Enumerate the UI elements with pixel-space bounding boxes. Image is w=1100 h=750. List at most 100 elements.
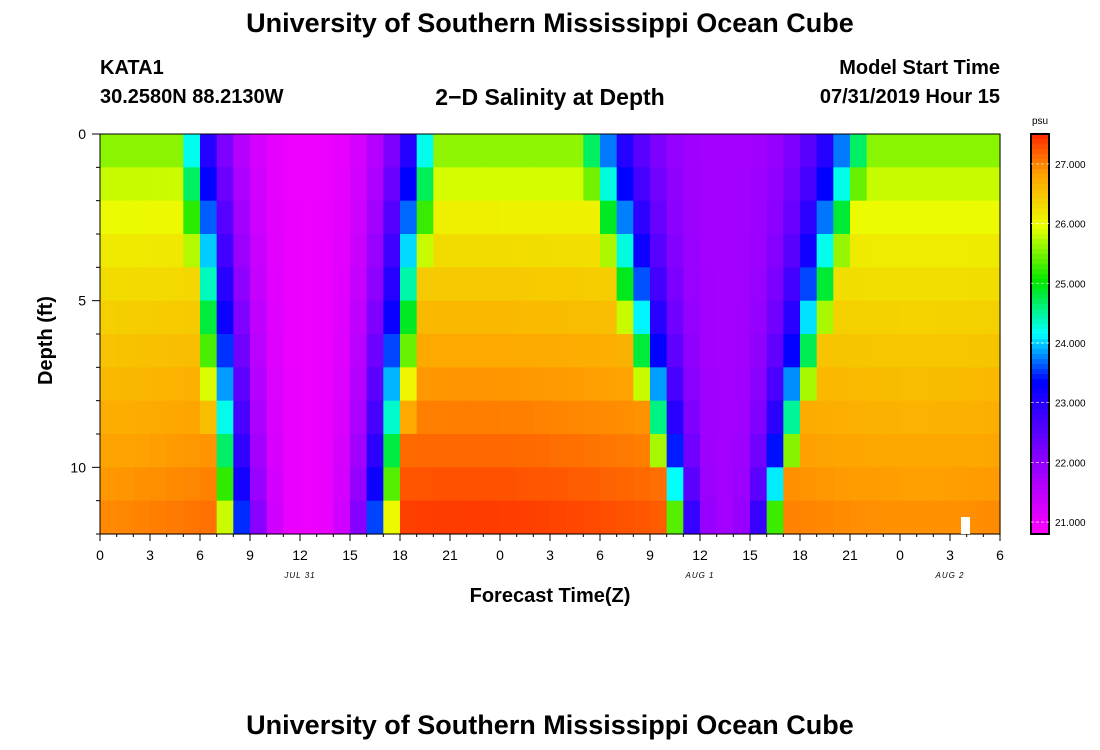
heatmap-cell: [516, 134, 534, 168]
colorbar-segment: [1031, 234, 1049, 240]
heatmap-cell: [116, 334, 134, 368]
heatmap-cell: [200, 267, 218, 302]
heatmap-cell: [900, 467, 918, 502]
heatmap-cell: [700, 467, 718, 502]
heatmap-cell: [816, 334, 834, 368]
heatmap-cell: [600, 434, 618, 468]
heatmap-cell: [933, 134, 951, 168]
heatmap-cell: [766, 134, 784, 168]
colorbar-segment: [1031, 169, 1049, 175]
heatmap-cell: [450, 134, 468, 168]
heatmap-cell: [433, 400, 451, 435]
heatmap-cell: [616, 500, 634, 535]
heatmap-cell: [516, 467, 534, 502]
heatmap-cell: [683, 234, 701, 268]
colorbar-segment: [1031, 494, 1049, 500]
heatmap-cell: [900, 434, 918, 468]
heatmap-cell: [866, 267, 884, 302]
heatmap-cell: [400, 300, 418, 335]
x-tick-label: 3: [146, 547, 154, 563]
colorbar-segment: [1031, 209, 1049, 215]
heatmap-cell: [716, 267, 734, 302]
colorbar-segment: [1031, 284, 1049, 290]
heatmap-cell: [683, 267, 701, 302]
colorbar-segment: [1031, 264, 1049, 270]
heatmap-cell: [233, 267, 251, 302]
colorbar-segment: [1031, 389, 1049, 395]
heatmap-cell: [283, 334, 301, 368]
heatmap-cell: [766, 467, 784, 502]
heatmap-cell: [166, 400, 184, 435]
heatmap-cell: [866, 467, 884, 502]
heatmap-cell: [133, 400, 151, 435]
colorbar-segment: [1031, 444, 1049, 450]
heatmap-cell: [750, 267, 768, 302]
heatmap-cell: [533, 167, 551, 202]
heatmap-cell: [633, 200, 651, 235]
heatmap-cell: [933, 167, 951, 202]
heatmap-cell: [750, 334, 768, 368]
heatmap-cell: [666, 267, 684, 302]
colorbar-segment: [1031, 394, 1049, 400]
heatmap-cell: [833, 134, 851, 168]
heatmap-cell: [300, 434, 318, 468]
heatmap-cell: [966, 134, 984, 168]
x-tick-label: 0: [896, 547, 904, 563]
heatmap-cell: [100, 434, 118, 468]
heatmap-cell: [650, 200, 668, 235]
heatmap-cell: [166, 367, 184, 402]
heatmap-cell: [900, 300, 918, 335]
heatmap-cell: [466, 467, 484, 502]
colorbar-segment: [1031, 519, 1049, 525]
heatmap-cell: [850, 434, 868, 468]
heatmap-cell: [483, 267, 501, 302]
x-tick-label: 12: [292, 547, 308, 563]
date-label: AUG 2: [934, 571, 964, 580]
heatmap-cell: [850, 367, 868, 402]
heatmap-cell: [966, 367, 984, 402]
heatmap-cell: [383, 267, 401, 302]
colorbar-segment: [1031, 529, 1049, 535]
heatmap-cell: [916, 334, 934, 368]
heatmap-cell: [416, 467, 434, 502]
colorbar-segment: [1031, 224, 1049, 230]
heatmap-cell: [783, 200, 801, 235]
heatmap-cell: [216, 134, 234, 168]
heatmap-cell: [816, 467, 834, 502]
heatmap-cell: [833, 167, 851, 202]
colorbar-segment: [1031, 339, 1049, 345]
heatmap-cell: [650, 234, 668, 268]
colorbar-segment: [1031, 429, 1049, 435]
colorbar-segment: [1031, 414, 1049, 420]
heatmap-cell: [733, 234, 751, 268]
colorbar-segment: [1031, 374, 1049, 380]
heatmap-cell: [733, 267, 751, 302]
heatmap-cell: [300, 400, 318, 435]
heatmap-cell: [433, 200, 451, 235]
heatmap-cell: [316, 434, 334, 468]
colorbar-segment: [1031, 139, 1049, 145]
heatmap-cell: [383, 434, 401, 468]
heatmap-cell: [100, 234, 118, 268]
heatmap-cell: [216, 300, 234, 335]
heatmap-cell: [816, 400, 834, 435]
colorbar-segment: [1031, 254, 1049, 260]
heatmap-cell: [233, 400, 251, 435]
heatmap-cell: [300, 234, 318, 268]
heatmap-cell: [116, 234, 134, 268]
heatmap-cell: [233, 467, 251, 502]
heatmap-cell: [250, 467, 268, 502]
heatmap-cell: [166, 334, 184, 368]
heatmap-cell: [883, 334, 901, 368]
heatmap-cell: [183, 334, 201, 368]
heatmap-cell: [483, 334, 501, 368]
heatmap-cell: [350, 500, 368, 535]
heatmap-cell: [683, 134, 701, 168]
heatmap-cell: [600, 200, 618, 235]
heatmap-cell: [433, 434, 451, 468]
heatmap-cell: [150, 267, 168, 302]
heatmap-cell: [833, 367, 851, 402]
heatmap-cell: [700, 300, 718, 335]
heatmap-cell: [900, 334, 918, 368]
heatmap-cell: [916, 234, 934, 268]
